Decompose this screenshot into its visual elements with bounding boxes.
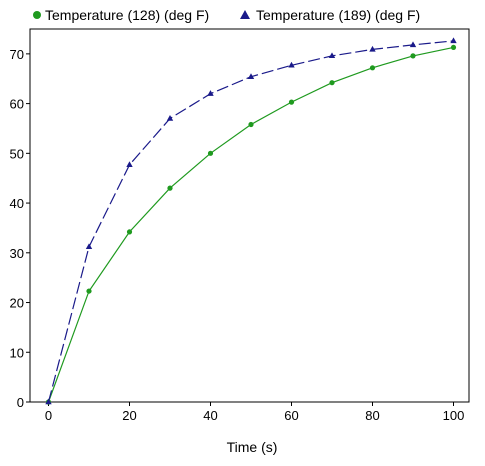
legend: Temperature (128) (deg F) Temperature (1… — [33, 7, 420, 23]
data-point-series-1 — [207, 150, 214, 156]
y-tick-label: 0 — [17, 395, 24, 410]
data-point-series-2 — [450, 37, 457, 44]
x-axis-label: Time (s) — [227, 439, 278, 455]
data-point-series-2 — [207, 90, 214, 96]
data-point-series-2 — [247, 73, 255, 79]
legend-label-series-1: Temperature (128) (deg F) — [45, 7, 209, 23]
data-point-series-1 — [167, 185, 173, 191]
data-point-series-1 — [126, 229, 133, 235]
y-tick-label: 10 — [10, 345, 24, 360]
x-tick-label: 80 — [365, 408, 379, 423]
data-point-series-1 — [248, 121, 254, 128]
data-point-series-2 — [45, 398, 52, 405]
data-point-series-2 — [85, 243, 93, 250]
data-point-series-1 — [288, 99, 295, 105]
data-point-series-2 — [288, 61, 295, 68]
legend-label-series-2: Temperature (189) (deg F) — [256, 7, 420, 23]
data-point-series-2 — [126, 161, 133, 167]
y-tick-label: 40 — [10, 196, 24, 211]
x-tick-label: 20 — [122, 408, 136, 423]
tick-labels: 0 20 40 60 80 100 0 10 20 30 40 50 60 70 — [10, 47, 465, 423]
y-tick-label: 60 — [10, 97, 24, 112]
plot-frame — [29, 28, 470, 403]
data-point-series-1 — [329, 80, 335, 86]
data-point-series-1 — [86, 288, 92, 294]
data-point-series-1 — [369, 65, 376, 71]
x-tick-label: 60 — [284, 408, 298, 423]
y-tick-label: 70 — [10, 47, 24, 62]
y-tick-label: 50 — [10, 146, 24, 161]
data-point-series-2 — [369, 45, 376, 52]
legend-marker-series-1 — [33, 11, 41, 19]
data-point-series-2 — [166, 115, 174, 121]
data-point-series-2 — [328, 52, 336, 59]
axes — [26, 28, 470, 406]
x-tick-label: 0 — [45, 408, 52, 423]
series-markers — [45, 37, 457, 405]
legend-marker-series-2 — [240, 10, 250, 19]
x-tick-label: 40 — [203, 408, 217, 423]
data-point-series-1 — [450, 44, 457, 51]
data-point-series-1 — [410, 53, 416, 59]
data-point-series-2 — [409, 41, 417, 48]
x-tick-label: 100 — [443, 408, 465, 423]
y-tick-label: 30 — [10, 246, 24, 261]
y-tick-label: 20 — [10, 296, 24, 311]
